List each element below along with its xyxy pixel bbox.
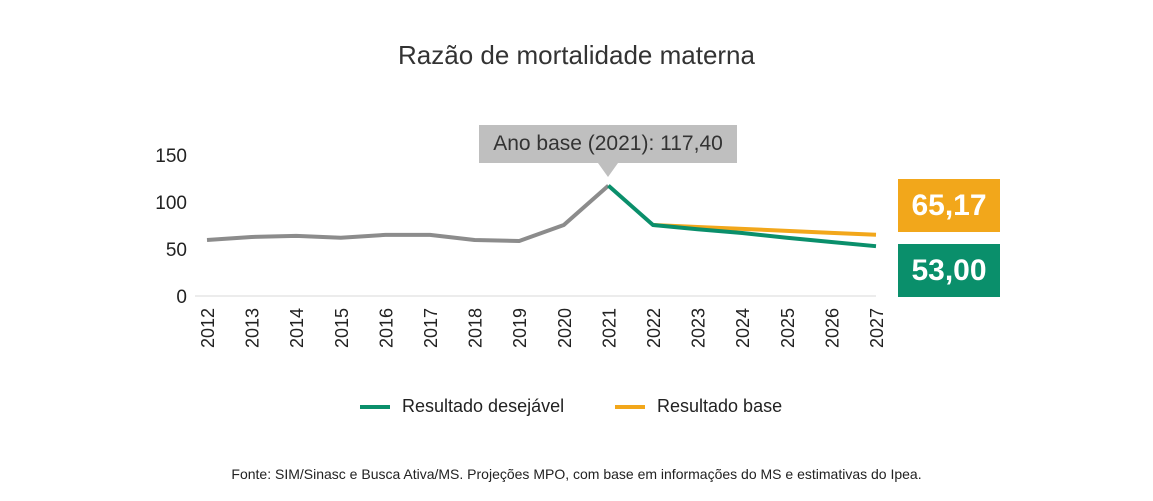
base-end-label: 65,17 xyxy=(898,179,1000,232)
x-tick-label: 2022 xyxy=(644,308,664,348)
y-tick-label: 100 xyxy=(155,193,187,214)
x-tick-label: 2024 xyxy=(733,308,753,348)
x-tick-label: 2026 xyxy=(822,308,842,348)
desired-end-label: 53,00 xyxy=(898,244,1000,297)
x-tick-label: 2016 xyxy=(376,308,396,348)
x-tick-label: 2015 xyxy=(332,308,352,348)
x-tick-label: 2013 xyxy=(243,308,263,348)
legend-swatch-desired xyxy=(360,404,390,409)
x-tick-label: 2027 xyxy=(867,308,887,348)
chart-title: Razão de mortalidade materna xyxy=(398,40,755,70)
x-tick-label: 2020 xyxy=(555,308,575,348)
x-tick-label: 2025 xyxy=(778,308,798,348)
source-note: Fonte: SIM/Sinasc e Busca Ativa/MS. Proj… xyxy=(231,466,922,482)
x-tick-label: 2012 xyxy=(198,308,218,348)
x-tick-label: 2017 xyxy=(421,308,441,348)
x-tick-label: 2023 xyxy=(689,308,709,348)
series-line-0 xyxy=(206,184,610,244)
y-tick-label: 150 xyxy=(155,146,187,167)
legend-label-desired: Resultado desejável xyxy=(402,396,565,416)
x-tick-label: 2018 xyxy=(466,308,486,348)
y-tick-label: 0 xyxy=(176,287,187,308)
base-year-callout: Ano base (2021): 117,40 xyxy=(479,125,737,177)
legend-swatch-base xyxy=(615,404,645,409)
x-tick-label: 2019 xyxy=(510,308,530,348)
legend-item-base: Resultado base xyxy=(615,396,782,417)
y-tick-label: 50 xyxy=(166,240,187,261)
legend-label-base: Resultado base xyxy=(657,396,783,416)
x-tick-label: 2021 xyxy=(599,308,619,348)
series-line-2 xyxy=(607,184,877,249)
x-tick-label: 2014 xyxy=(287,308,307,348)
legend-item-desired: Resultado desejável xyxy=(360,396,564,417)
